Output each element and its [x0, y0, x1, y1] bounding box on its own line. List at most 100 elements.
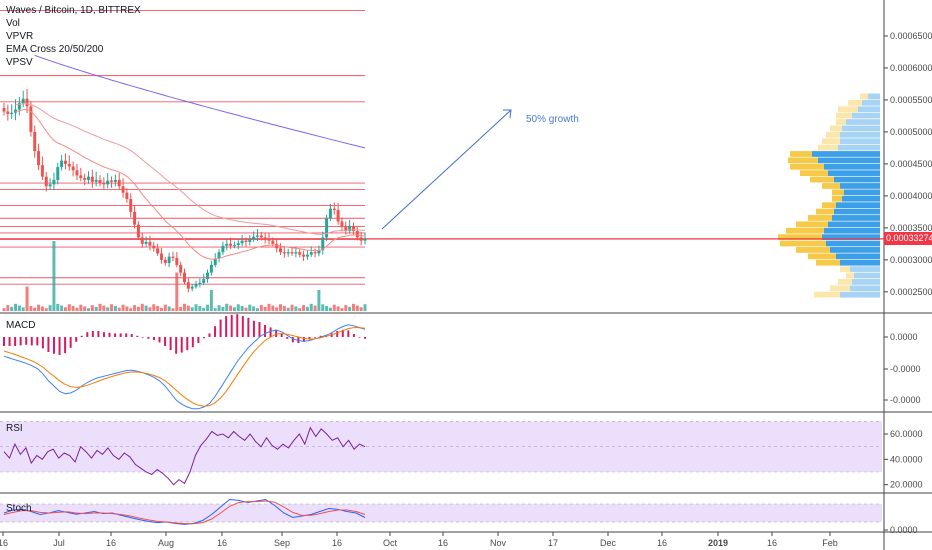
- ema-50-line: [15, 103, 366, 235]
- volume-profile-bar: [808, 253, 836, 260]
- candle-body: [21, 98, 25, 104]
- candle-body: [298, 252, 302, 255]
- indicator-vpsv-label[interactable]: VPSV: [6, 57, 33, 68]
- macd-histogram-bar: [114, 333, 117, 337]
- candle-body: [6, 111, 10, 115]
- macd-histogram-bar: [208, 333, 211, 337]
- macd-histogram-bar: [64, 337, 67, 354]
- candle-body: [325, 218, 329, 238]
- volume-bar: [152, 304, 156, 311]
- ema-200-line: [34, 54, 366, 149]
- candle-body: [183, 272, 186, 283]
- macd-histogram-bar: [241, 316, 244, 337]
- volume-profile-bar: [810, 176, 834, 183]
- macd-histogram-bar: [352, 334, 355, 337]
- indicator-vpvr-label[interactable]: VPVR: [6, 31, 34, 42]
- volume-profile-bar: [790, 151, 812, 157]
- volume-profile-bar: [780, 240, 826, 247]
- volume-bar: [348, 306, 352, 311]
- macd-histogram-bar: [136, 335, 139, 337]
- candle-body: [171, 256, 175, 258]
- candle-body: [113, 179, 117, 182]
- macd-pane-title[interactable]: MACD: [6, 320, 36, 331]
- stoch-d-line: [3, 500, 366, 525]
- candle-body: [286, 252, 290, 254]
- candle-body: [217, 252, 221, 259]
- rsi-tick-label: 40.0000: [890, 454, 923, 464]
- candle-body: [79, 175, 83, 178]
- candle-body: [236, 243, 240, 246]
- candle-body: [167, 256, 171, 264]
- macd-histogram-bar: [14, 337, 17, 346]
- macd-histogram-bar: [308, 337, 311, 340]
- volume-profile-bar: [828, 170, 880, 177]
- volume-profile-bar: [834, 176, 880, 183]
- rsi-tick-label: 60.0000: [890, 429, 923, 439]
- candle-body: [355, 231, 359, 238]
- time-tick-label: 16: [106, 538, 116, 548]
- macd-histogram-bar: [152, 337, 155, 340]
- volume-bar: [186, 305, 190, 311]
- candle-body: [98, 179, 102, 184]
- macd-histogram-bar: [108, 332, 111, 337]
- volume-profile-bar: [822, 234, 880, 241]
- volume-profile-bar: [854, 272, 880, 279]
- rsi-pane-title[interactable]: RSI: [6, 423, 23, 434]
- volume-profile-bar: [800, 170, 828, 177]
- volume-profile-bar: [826, 131, 840, 138]
- candle-body: [2, 108, 6, 112]
- macd-histogram-bar: [219, 319, 222, 337]
- volume-bar: [67, 304, 71, 311]
- volume-bar: [40, 306, 44, 311]
- candle-body: [159, 253, 163, 260]
- candle-body: [213, 258, 217, 265]
- volume-bar: [56, 303, 60, 311]
- volume-bar: [159, 307, 163, 311]
- time-tick-label: 16: [332, 538, 342, 548]
- macd-histogram-bar: [252, 320, 255, 337]
- volume-profile-bar: [796, 247, 830, 253]
- candle-body: [202, 279, 206, 283]
- volume-bar: [221, 306, 225, 311]
- volume-profile-bar: [844, 189, 880, 196]
- volume-bar: [217, 305, 221, 311]
- volume-bar: [21, 307, 25, 311]
- macd-histogram-bar: [8, 337, 11, 346]
- macd-histogram-bar: [41, 337, 44, 349]
- macd-histogram-bar: [191, 337, 194, 348]
- volume-profile-bar: [818, 144, 838, 151]
- volume-profile-bar: [830, 247, 880, 253]
- macd-histogram-bar: [186, 337, 189, 351]
- volume-bar: [198, 306, 202, 311]
- volume-profile-bar: [788, 157, 818, 164]
- candle-body: [152, 245, 156, 249]
- candle-body: [17, 103, 21, 110]
- volume-bar: [52, 241, 56, 311]
- candle-body: [332, 208, 336, 210]
- volume-profile-bar: [842, 195, 880, 202]
- volume-bar: [48, 305, 52, 311]
- macd-histogram-bar: [269, 327, 272, 337]
- candle-body: [340, 221, 344, 227]
- volume-bar: [305, 306, 309, 311]
- macd-histogram-bar: [336, 331, 339, 337]
- macd-histogram-bar: [264, 325, 267, 337]
- macd-histogram-bar: [36, 337, 39, 346]
- volume-bar: [71, 306, 75, 311]
- growth-arrow-head: [503, 109, 512, 119]
- indicator-vol-label[interactable]: Vol: [6, 18, 20, 29]
- volume-profile-bar: [786, 227, 824, 234]
- volume-bar: [279, 304, 283, 311]
- candle-body: [148, 241, 152, 246]
- volume-bar: [167, 306, 171, 311]
- indicator-ema-cross-label[interactable]: EMA Cross 20/50/200: [6, 44, 104, 55]
- volume-bar: [60, 305, 64, 311]
- stoch-pane-title[interactable]: Stoch: [6, 503, 32, 514]
- volume-profile-bar: [846, 272, 854, 279]
- volume-bar: [179, 306, 183, 311]
- candle-body: [267, 238, 271, 241]
- volume-profile-bar: [842, 125, 880, 132]
